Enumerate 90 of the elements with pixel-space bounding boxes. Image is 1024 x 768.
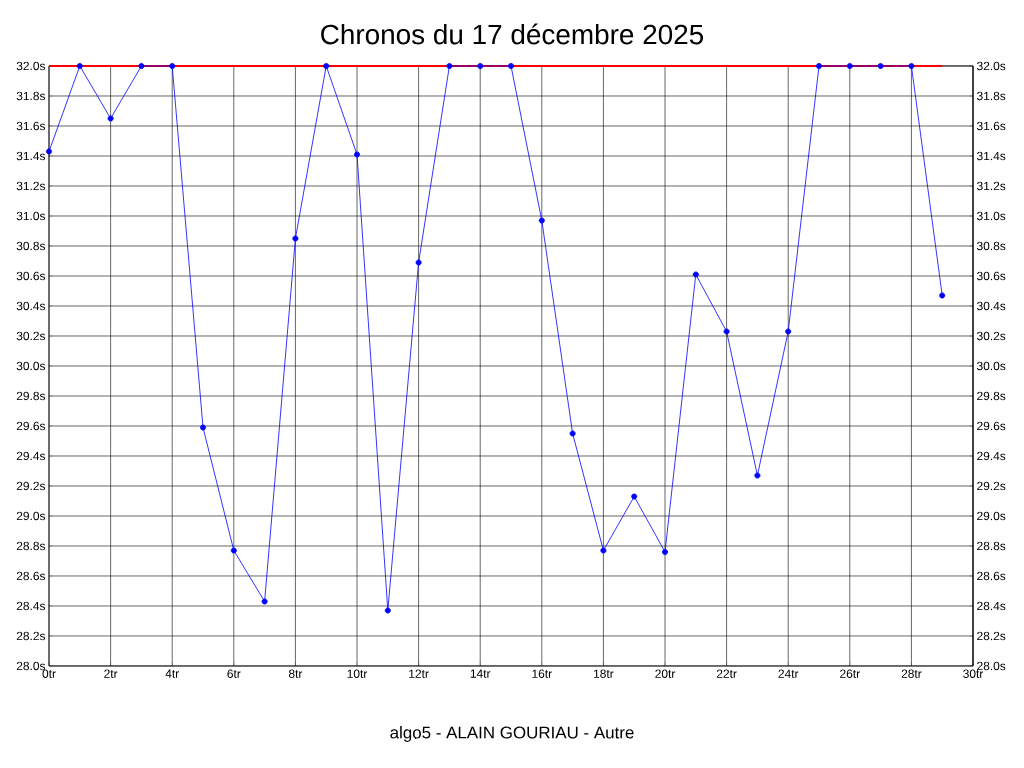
y2-tick-label: 29.4s [977, 451, 1006, 461]
x-tick-label: 22tr [716, 669, 737, 678]
point [261, 598, 268, 605]
point [816, 62, 823, 69]
y-tick-label: 30.0s [16, 361, 46, 371]
y-tick-label: 29.2s [16, 481, 46, 491]
y2-tick-label: 28.4s [977, 601, 1006, 611]
x-tick-label: 2tr [104, 669, 118, 678]
point [508, 62, 515, 69]
point [477, 62, 484, 69]
x-tick-label: 18tr [594, 669, 614, 678]
y-tick-label: 28.2s [16, 631, 46, 641]
point [384, 607, 391, 614]
y-tick-label: 29.4s [16, 451, 46, 461]
point [754, 472, 761, 479]
x-tick-label: 16tr [532, 669, 552, 678]
point [323, 62, 330, 69]
y-tick-label: 30.4s [16, 301, 46, 311]
y2-tick-label: 31.2s [976, 181, 1006, 191]
x-tick-label: 20tr [655, 669, 676, 678]
y2-tick-label: 31.4s [976, 151, 1006, 161]
point [662, 548, 669, 555]
chart-title: Chronos du 17 décembre 2025 [321, 23, 704, 45]
x-tick-label: 10tr [347, 669, 368, 678]
y-tick-label: 30.2s [16, 331, 46, 341]
y-tick-label: 30.8s [16, 241, 46, 251]
y2-tick-label: 30.6s [976, 271, 1006, 281]
point [939, 292, 946, 299]
point [785, 328, 792, 335]
point [846, 62, 853, 69]
point [569, 430, 576, 437]
point [538, 217, 545, 224]
y2-tick-label: 31.0s [976, 211, 1006, 221]
x-tick-label: 0tr [42, 669, 56, 678]
y-tick-label: 29.0s [16, 511, 46, 521]
y2-tick-label: 30.8s [976, 241, 1006, 251]
x-tick-label: 6tr [227, 669, 241, 678]
y2-tick-label: 31.8s [976, 91, 1006, 101]
point [169, 62, 176, 69]
x-tick-label: 8tr [288, 669, 303, 678]
x-tick-label: 14tr [470, 669, 491, 678]
y-tick-label: 32.0s [16, 61, 46, 71]
x-tick-label: 26tr [840, 669, 860, 678]
y2-tick-label: 32.0s [976, 61, 1006, 71]
point [446, 62, 453, 69]
x-tick-label: 28tr [901, 669, 922, 678]
x-tick-label: 24tr [778, 669, 799, 678]
point [138, 62, 145, 69]
point [292, 235, 299, 242]
y-tick-label: 28.6s [16, 571, 46, 581]
y2-tick-label: 30.2s [976, 331, 1006, 341]
y2-tick-label: 28.0s [977, 661, 1006, 671]
point [76, 62, 83, 69]
y2-tick-label: 29.2s [977, 481, 1006, 491]
y2-tick-label: 31.6s [976, 121, 1006, 131]
point [200, 424, 207, 431]
y2-tick-label: 28.2s [977, 631, 1006, 641]
y-tick-label: 28.0s [16, 661, 46, 671]
point [46, 148, 53, 155]
y-tick-label: 31.8s [16, 91, 46, 101]
y2-tick-label: 28.8s [977, 541, 1006, 551]
y-tick-label: 30.6s [16, 271, 46, 281]
y-tick-label: 31.4s [16, 151, 46, 161]
point [723, 328, 730, 335]
y2-tick-label: 30.4s [976, 301, 1006, 311]
point [908, 62, 915, 69]
x-tick-label: 12tr [409, 669, 429, 678]
point [415, 259, 422, 266]
point [354, 151, 361, 158]
y2-tick-label: 29.6s [977, 421, 1006, 431]
y-tick-label: 29.8s [16, 391, 46, 401]
y2-tick-label: 28.6s [977, 571, 1006, 581]
x-axis-title: algo5 - ALAIN GOURIAU - Autre [390, 726, 634, 742]
point [877, 62, 884, 69]
point [631, 493, 638, 500]
point [230, 547, 237, 554]
y-tick-label: 28.8s [16, 541, 46, 551]
y2-tick-label: 30.0s [976, 361, 1006, 371]
point [107, 115, 114, 122]
y-tick-label: 31.6s [16, 121, 46, 131]
y2-tick-label: 29.0s [977, 511, 1006, 521]
y-tick-label: 31.0s [16, 211, 46, 221]
point [600, 547, 607, 554]
point [692, 271, 699, 278]
y2-tick-label: 29.8s [977, 391, 1006, 401]
x-tick-label: 4tr [165, 669, 179, 678]
y-tick-label: 31.2s [16, 181, 46, 191]
x-tick-label: 30tr [963, 669, 984, 678]
y-tick-label: 28.4s [16, 601, 46, 611]
y-tick-label: 29.6s [16, 421, 46, 431]
